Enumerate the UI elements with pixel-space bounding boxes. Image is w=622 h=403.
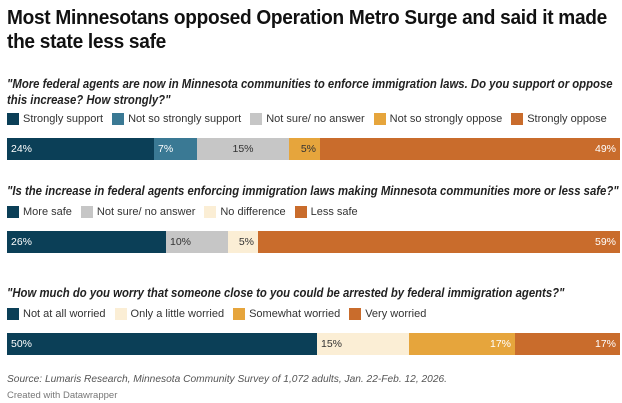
question-2: "Is the increase in federal agents enfor… [7, 184, 619, 198]
legend-item-less-safe: Less safe [294, 206, 358, 218]
data-label: 26% [11, 236, 33, 248]
legend-swatch [7, 113, 19, 125]
bar-segment-more-safe [7, 231, 166, 253]
legend-item-not-so-strongly-oppose: Not so strongly oppose [373, 113, 503, 125]
legend-swatch [7, 308, 19, 320]
legend-label: Less safe [310, 206, 358, 218]
legend-item-strongly-oppose: Strongly oppose [511, 113, 607, 125]
bar-segment-only-a-little-worried [317, 333, 409, 355]
legend-label: Strongly oppose [527, 113, 607, 125]
legend-swatch [114, 308, 127, 320]
bar-segment-not-at-all-worried [7, 333, 317, 355]
legend-label: More safe [23, 206, 72, 218]
datawrapper-credit[interactable]: Created with Datawrapper [7, 390, 118, 401]
data-label: 7% [158, 143, 174, 155]
legend-label: Not sure/ no answer [266, 113, 365, 125]
bar-segment-strongly-support [7, 138, 154, 160]
legend-item-only-a-little-worried: Only a little worried [114, 308, 225, 320]
stacked-bar-1: 24% 7% 15% 5% 49% [7, 138, 620, 160]
bar-segment-less-safe [258, 231, 620, 253]
data-label: 17% [594, 338, 616, 350]
chart-title: Most Minnesotans opposed Operation Metro… [7, 6, 607, 53]
legend-item-very-worried: Very worried [349, 308, 426, 320]
legend-label: Only a little worried [130, 308, 225, 320]
legend-item-more-safe: More safe [7, 206, 72, 218]
legend-item-not-sure-no-answer: Not sure/ no answer [80, 206, 196, 218]
data-label: 50% [11, 338, 33, 350]
bar-segment-not-so-strongly-oppose [289, 138, 320, 160]
legend-label: Not sure/ no answer [96, 206, 196, 218]
bar-segment-not-sure-no-answer [197, 138, 289, 160]
data-label: 59% [594, 236, 616, 248]
data-label: 5% [238, 236, 254, 248]
data-label: 24% [11, 143, 33, 155]
legend-swatch [349, 308, 362, 320]
data-label: 15% [232, 143, 254, 155]
legend-swatch [233, 308, 246, 320]
legend-label: Strongly support [23, 113, 104, 125]
data-label: 10% [170, 236, 192, 248]
data-label: 49% [594, 143, 616, 155]
legend-label: Not at all worried [23, 308, 106, 320]
legend-label: Not so strongly oppose [389, 113, 503, 125]
bar-segment-no-difference [228, 231, 258, 253]
bar-segment-not-so-strongly-support [154, 138, 197, 160]
legend-item-strongly-support: Strongly support [7, 113, 103, 125]
legend-3: Not at all worried Only a little worried S… [7, 307, 435, 321]
data-label: 5% [300, 143, 316, 155]
legend-swatch [204, 206, 217, 218]
legend-swatch [294, 206, 307, 218]
legend-swatch [373, 113, 386, 125]
data-label: 15% [321, 338, 343, 350]
stacked-bar-2: 26% 10% 5% 59% [7, 231, 620, 253]
bar-segment-strongly-oppose [320, 138, 620, 160]
legend-swatch [250, 113, 263, 125]
legend-swatch [112, 113, 125, 125]
legend-label: Very worried [365, 308, 427, 320]
data-label: 17% [489, 338, 511, 350]
legend-label: No difference [220, 206, 286, 218]
question-3: "How much do you worry that someone clos… [7, 286, 565, 300]
source-note: Source: Lumaris Research, Minnesota Comm… [7, 374, 447, 385]
stacked-bar-3: 50% 15% 17% 17% [7, 333, 620, 355]
legend-label: Somewhat worried [249, 308, 341, 320]
bar-segment-somewhat-worried [409, 333, 515, 355]
legend-swatch [7, 206, 19, 218]
legend-item-somewhat-worried: Somewhat worried [233, 308, 340, 320]
legend-1: Strongly support Not so strongly support N… [7, 112, 616, 126]
legend-item-not-so-strongly-support: Not so strongly support [112, 113, 241, 125]
legend-item-not-at-all-worried: Not at all worried [7, 308, 106, 320]
legend-item-not-sure-no-answer: Not sure/ no answer [250, 113, 365, 125]
legend-swatch [80, 206, 93, 218]
bar-segment-not-sure-no-answer [166, 231, 228, 253]
legend-label: Not so strongly support [128, 113, 242, 125]
legend-item-no-difference: No difference [204, 206, 286, 218]
question-1: "More federal agents are now in Minnesot… [7, 77, 613, 107]
legend-swatch [511, 113, 524, 125]
bar-segment-very-worried [515, 333, 620, 355]
legend-2: More safe Not sure/ no answer No differenc… [7, 205, 367, 219]
